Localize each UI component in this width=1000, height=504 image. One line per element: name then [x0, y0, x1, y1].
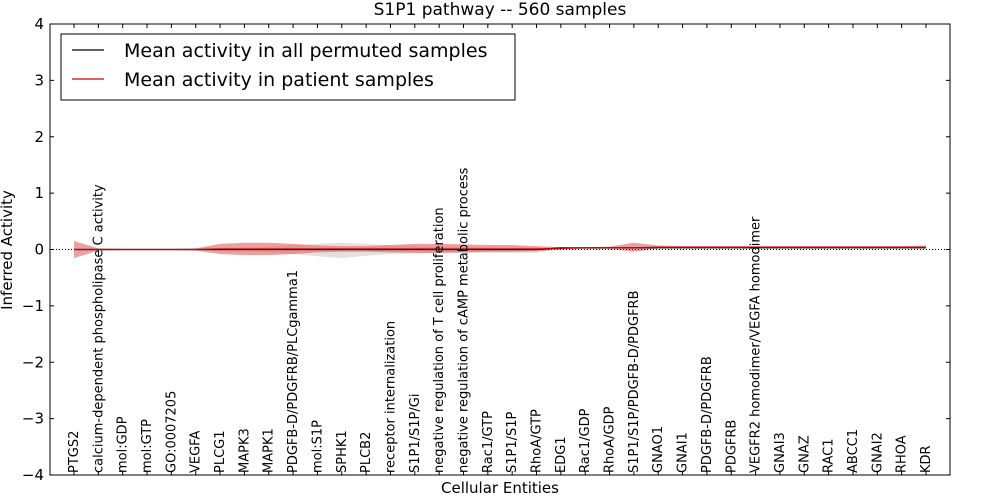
x-tick-label: calcium-dependent phospholipase C activi…: [91, 184, 106, 473]
x-tick-label: Rac1/GTP: [481, 411, 496, 473]
y-tick-label: −3: [22, 410, 44, 428]
x-tick-label: mol:GTP: [140, 419, 155, 473]
y-tick-label: 4: [34, 15, 44, 33]
x-tick-label: PDGFB-D/PDGFRB: [700, 356, 715, 473]
x-tick-label: S1P1/S1P/PDGFB-D/PDGFRB: [627, 290, 642, 473]
x-tick-label: RhoA/GDP: [603, 406, 618, 473]
x-tick-label: mol:GDP: [116, 416, 131, 473]
plot-area: −4 −3 −2 −1 0 1 2 3 4 PTGS2 calcium-dependent pho…: [22, 15, 951, 484]
x-tick-label: VEGFR2 homodimer/VEGFA homodimer: [749, 216, 764, 473]
x-tick-label: VEGFA: [189, 431, 204, 473]
chart-title: S1P1 pathway -- 560 samples: [374, 0, 627, 20]
y-tick-label: 0: [34, 241, 44, 259]
x-axis-label: Cellular Entities: [441, 479, 559, 497]
x-tick-label: ABCC1: [846, 429, 861, 473]
x-axis: PTGS2 calcium-dependent phospholipase C a…: [67, 24, 934, 475]
x-tick-label: Rac1/GDP: [578, 408, 593, 473]
x-tick-label: EDG1: [554, 436, 569, 473]
x-tick-label: S1P1/S1P/Gi: [408, 394, 423, 473]
x-tick-label: RHOA: [895, 435, 910, 473]
x-tick-label: PLCB2: [359, 432, 374, 473]
x-tick-label: receptor internalization: [383, 321, 398, 473]
x-tick-label: KDR: [919, 445, 934, 473]
series-line-patient: [74, 246, 926, 251]
x-tick-label: S1P1/S1P: [505, 411, 520, 473]
y-tick-label: −1: [22, 297, 44, 315]
x-tick-label: PDGFB-D/PDGFRB/PLCgamma1: [286, 270, 301, 473]
y-tick-label: 2: [34, 128, 44, 146]
legend-label-permuted: Mean activity in all permuted samples: [124, 40, 487, 62]
y-axis-label: Inferred Activity: [0, 190, 16, 310]
x-tick-label: MAPK3: [237, 428, 252, 473]
x-tick-label: PLCG1: [213, 430, 228, 473]
x-tick-label: GNAZ: [797, 435, 812, 473]
y-tick-label: −4: [22, 466, 44, 484]
x-tick-label: PTGS2: [67, 431, 82, 473]
x-tick-label: negative regulation of T cell proliferat…: [432, 207, 447, 473]
x-tick-label: GO:0007205: [164, 391, 179, 473]
x-tick-label: GNAI1: [676, 432, 691, 473]
y-tick-label: −2: [22, 353, 44, 371]
series-lines: [74, 246, 926, 251]
x-tick-label: GNAO1: [651, 426, 666, 473]
legend-box: [60, 33, 516, 101]
x-tick-label: mol:S1P: [310, 420, 325, 473]
x-tick-label: PDGFRB: [724, 420, 739, 473]
x-tick-label: MAPK1: [262, 428, 277, 473]
legend: Mean activity in all permuted samples Me…: [60, 33, 516, 101]
y-tick-label: 3: [34, 71, 44, 89]
legend-label-patient: Mean activity in patient samples: [124, 69, 434, 91]
y-tick-label: 1: [34, 184, 44, 202]
x-tick-label: GNAI3: [773, 432, 788, 473]
x-tick-label: GNAI2: [870, 432, 885, 473]
x-tick-label: RhoA/GTP: [530, 409, 545, 473]
x-tick-label: SPHK1: [335, 430, 350, 473]
x-tick-label: negative regulation of cAMP metabolic pr…: [456, 167, 471, 473]
y-axis: −4 −3 −2 −1 0 1 2 3 4: [22, 15, 950, 484]
x-tick-label: RAC1: [822, 438, 837, 473]
